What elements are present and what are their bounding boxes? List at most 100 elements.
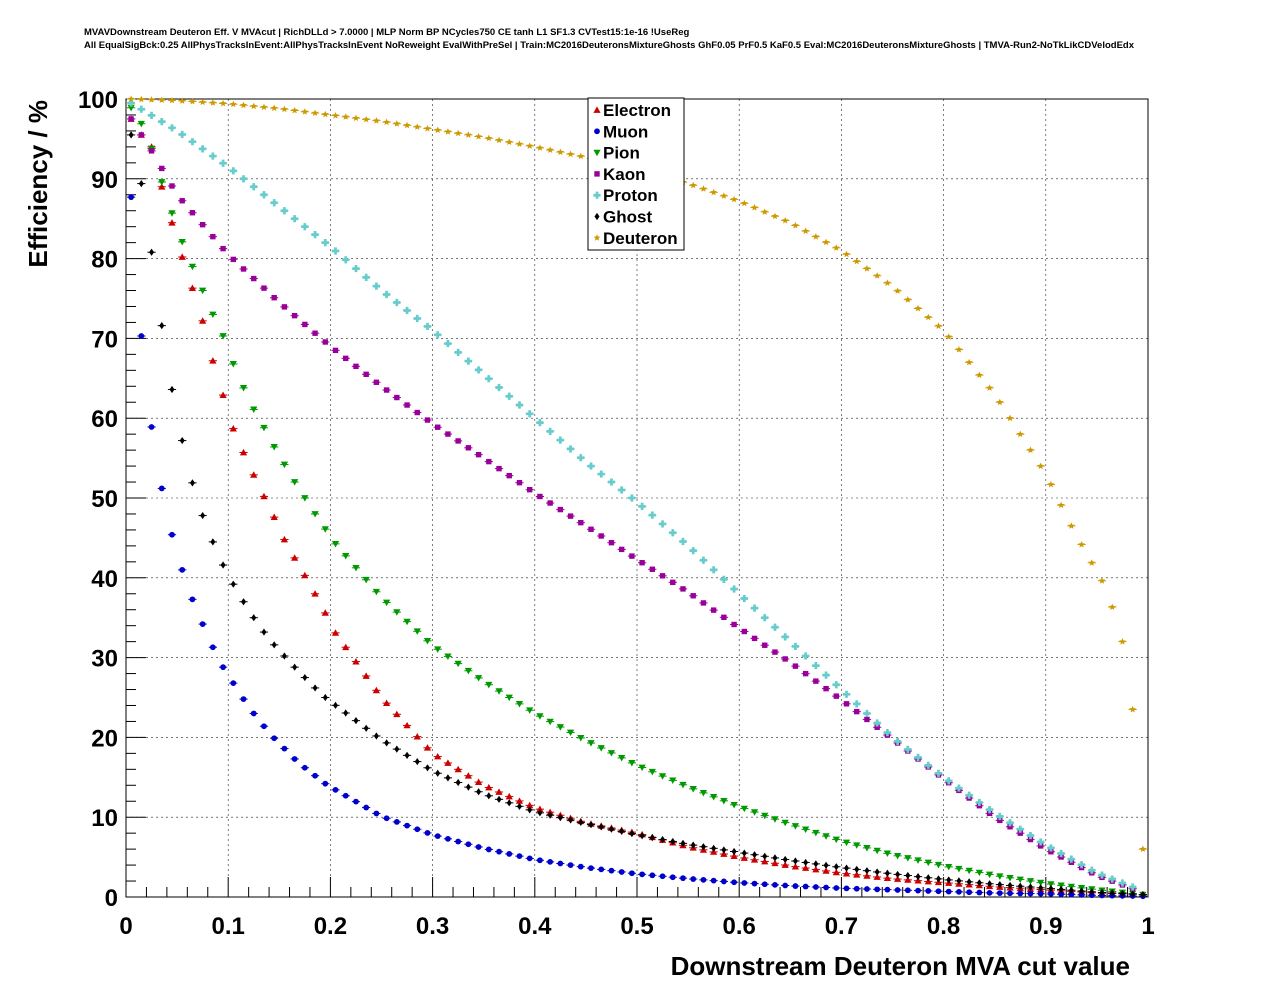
point-ghost: [782, 855, 788, 864]
point-proton: [536, 418, 544, 427]
point-kaon: [343, 355, 349, 362]
point-ghost: [997, 881, 1003, 889]
point-kaon: [864, 716, 870, 723]
point-electron: [434, 752, 442, 760]
point-muon: [904, 887, 911, 894]
x-tick-label: 0.6: [723, 913, 756, 940]
point-muon: [935, 888, 942, 895]
point-pion: [362, 576, 370, 584]
point-muon: [833, 885, 840, 891]
point-proton: [383, 290, 391, 299]
point-kaon: [404, 402, 410, 408]
point-pion: [761, 812, 769, 820]
point-pion: [505, 694, 513, 702]
point-electron: [321, 609, 329, 616]
point-ghost: [424, 764, 431, 772]
point-muon: [1027, 890, 1034, 897]
point-kaon: [557, 506, 564, 513]
point-pion: [802, 826, 810, 834]
point-kaon: [159, 165, 165, 172]
point-pion: [607, 750, 616, 757]
point-ghost: [220, 561, 226, 569]
point-proton: [853, 700, 861, 708]
point-deuteron: [413, 123, 421, 130]
point-pion: [965, 867, 973, 875]
point-deuteron: [475, 132, 483, 140]
x-tick-label: 0.4: [518, 913, 552, 940]
point-ghost: [455, 778, 461, 787]
point-ghost: [210, 538, 216, 546]
legend-label-proton: Proton: [603, 186, 658, 205]
point-electron: [342, 643, 350, 651]
point-deuteron: [883, 279, 891, 286]
point-kaon: [199, 221, 206, 228]
point-proton: [832, 681, 840, 689]
point-muon: [629, 870, 635, 877]
point-electron: [894, 875, 902, 882]
point-muon: [986, 889, 993, 896]
point-ghost: [373, 732, 379, 740]
point-proton: [1108, 875, 1116, 883]
point-pion: [168, 210, 176, 217]
point-pion: [1006, 874, 1014, 882]
point-muon: [802, 883, 809, 890]
point-muon: [445, 835, 451, 842]
point-kaon: [363, 371, 369, 378]
point-kaon: [659, 573, 666, 579]
point-kaon: [1048, 849, 1054, 855]
point-deuteron: [393, 120, 401, 127]
point-muon: [230, 680, 237, 687]
point-proton: [423, 322, 432, 331]
point-electron: [168, 219, 176, 226]
point-deuteron: [260, 103, 268, 111]
point-muon: [577, 863, 584, 870]
point-proton: [934, 769, 943, 777]
point-muon: [506, 851, 513, 857]
point-kaon: [690, 593, 696, 599]
point-pion: [566, 729, 575, 737]
point-proton: [1129, 883, 1137, 891]
point-ghost: [1119, 889, 1125, 898]
point-kaon: [394, 394, 400, 401]
point-kaon: [710, 607, 717, 613]
point-kaon: [751, 635, 758, 642]
point-deuteron: [332, 112, 339, 119]
point-muon: [731, 879, 737, 886]
point-proton: [873, 719, 881, 727]
point-pion: [464, 667, 472, 675]
point-proton: [750, 604, 759, 612]
point-proton: [280, 207, 289, 215]
point-muon: [700, 876, 707, 883]
point-pion: [873, 847, 881, 855]
point-kaon: [496, 465, 502, 472]
point-ghost: [608, 825, 614, 833]
point-muon: [414, 826, 421, 833]
chart-title-line-2: All EqualSigBck:0.25 AllPhysTracksInEven…: [84, 40, 1135, 51]
legend-marker-ghost: [594, 212, 600, 221]
point-kaon: [148, 148, 155, 154]
point-pion: [955, 865, 963, 873]
point-kaon: [322, 339, 328, 345]
point-muon: [342, 792, 349, 799]
point-pion: [291, 479, 299, 486]
point-muon: [741, 880, 748, 886]
point-ghost: [956, 877, 962, 885]
point-proton: [924, 761, 932, 769]
point-ghost: [915, 873, 921, 881]
point-proton: [863, 709, 871, 718]
legend-marker-kaon: [594, 171, 600, 177]
data-points: [127, 95, 1147, 900]
point-kaon: [762, 642, 768, 648]
point-muon: [659, 873, 666, 880]
point-electron: [863, 872, 871, 879]
point-electron: [413, 733, 421, 740]
point-deuteron: [424, 124, 431, 132]
point-electron: [229, 424, 237, 432]
point-ghost: [200, 511, 206, 520]
point-kaon: [240, 266, 247, 272]
point-electron: [403, 721, 411, 729]
series-muon: [127, 194, 1147, 900]
point-deuteron: [975, 371, 983, 379]
point-ghost: [343, 709, 349, 717]
point-kaon: [526, 487, 533, 493]
